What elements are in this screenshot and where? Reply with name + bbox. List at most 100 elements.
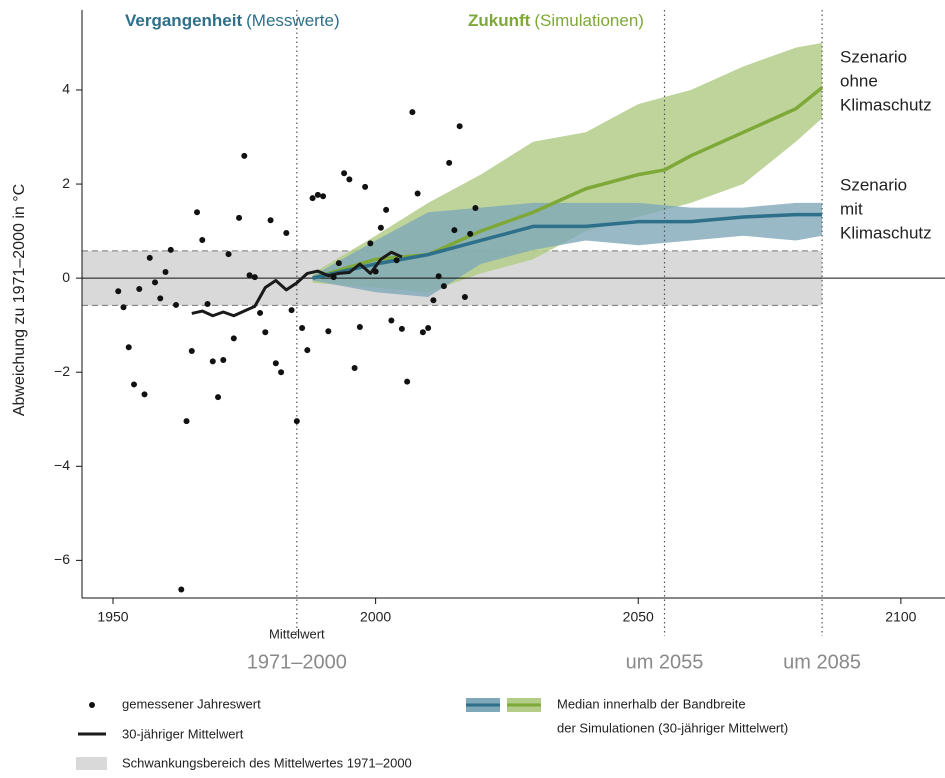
observation <box>162 269 169 276</box>
legend-label: Median innerhalb der Bandbreite <box>557 696 746 711</box>
vertical-marker-label: um 2085 <box>783 651 861 673</box>
observation <box>309 195 316 202</box>
observation <box>383 206 390 213</box>
observation <box>146 254 153 261</box>
observation <box>125 344 132 351</box>
observation <box>188 348 195 355</box>
observation <box>341 170 348 177</box>
observation <box>419 329 426 336</box>
header-future-rest: (Simulationen) <box>534 11 644 30</box>
observation <box>393 257 400 264</box>
observation <box>467 230 474 237</box>
x-tick-label: 2000 <box>360 609 391 625</box>
y-tick-label: −6 <box>54 551 70 567</box>
observation <box>199 237 206 244</box>
x-tick-label: 1950 <box>97 609 128 625</box>
observation <box>167 246 174 253</box>
observation <box>314 191 321 198</box>
observation <box>372 268 379 275</box>
observation <box>173 301 180 308</box>
observation <box>257 309 264 316</box>
observation <box>435 273 442 280</box>
legend-label: der Simulationen (30-jähriger Mittelwert… <box>557 720 788 735</box>
observation <box>288 307 295 314</box>
scenario-label: Klimaschutz <box>840 95 932 114</box>
legend-label: 30-jähriger Mittelwert <box>122 726 244 741</box>
observation <box>267 217 274 224</box>
mean30-line <box>191 250 403 318</box>
observation <box>136 285 143 292</box>
legend-label: gemessener Jahreswert <box>122 696 261 711</box>
legend-dot <box>89 702 95 708</box>
observation <box>272 360 279 367</box>
y-tick-label: −2 <box>54 363 70 379</box>
scenario-band <box>312 202 823 297</box>
header-past-bold: Vergangenheit <box>125 11 242 30</box>
observation <box>262 329 269 336</box>
observation <box>293 418 300 425</box>
observation <box>236 214 243 221</box>
scenario-label: Szenario <box>840 47 907 66</box>
observation <box>251 274 258 281</box>
observation <box>204 301 211 307</box>
observation <box>377 224 384 231</box>
observation <box>115 288 122 295</box>
vertical-marker-label: 1971–2000 <box>247 651 347 673</box>
observation <box>330 274 337 281</box>
legend-label: Schwankungsbereich des Mittelwertes 1971… <box>122 755 412 770</box>
observation <box>304 347 311 354</box>
scenario-label: ohne <box>840 71 878 90</box>
observation <box>440 283 447 290</box>
observation <box>141 391 148 398</box>
y-tick-label: −4 <box>54 457 70 473</box>
scenario-median <box>312 212 823 280</box>
observation <box>335 260 342 267</box>
scenario-label: Szenario <box>840 175 907 194</box>
observation <box>215 394 222 401</box>
observation <box>178 586 185 593</box>
observation <box>404 378 411 385</box>
observation <box>220 356 227 363</box>
observation <box>225 251 232 258</box>
observation <box>152 279 159 286</box>
observation <box>430 297 437 304</box>
observation <box>461 293 468 300</box>
observation <box>388 317 395 324</box>
scenario-label: Klimaschutz <box>840 223 932 242</box>
header-future: Zukunft (Simulationen) <box>468 11 644 30</box>
observation <box>157 295 164 302</box>
observation <box>362 183 369 190</box>
observation <box>409 109 416 116</box>
observation <box>183 418 190 425</box>
y-tick-label: 0 <box>62 269 70 285</box>
observation <box>356 324 363 331</box>
observation <box>425 324 432 331</box>
header-past-rest: (Messwerte) <box>246 11 340 30</box>
observation <box>351 364 358 371</box>
vertical-marker-caption: Mittelwert <box>269 626 325 641</box>
scenario-label: mit <box>840 199 863 218</box>
observation <box>230 335 237 342</box>
observation <box>446 159 453 166</box>
observation <box>472 205 479 212</box>
y-axis-label: Abweichung zu 1971–2000 in °C <box>11 184 28 416</box>
observation <box>346 176 353 183</box>
observation <box>325 328 332 335</box>
observation <box>398 325 405 332</box>
observation <box>456 123 463 130</box>
observation <box>194 209 201 216</box>
observation <box>120 304 127 311</box>
observation <box>246 272 253 279</box>
x-tick-label: 2100 <box>885 609 916 625</box>
observation <box>299 324 306 331</box>
header-past: Vergangenheit (Messwerte) <box>125 11 340 30</box>
observation <box>278 369 285 376</box>
observation <box>283 229 290 236</box>
observation <box>414 190 421 197</box>
y-tick-label: 4 <box>62 81 70 97</box>
x-tick-label: 2050 <box>623 609 654 625</box>
header-future-bold: Zukunft <box>468 11 531 30</box>
observation <box>320 193 327 200</box>
observation <box>131 381 138 388</box>
